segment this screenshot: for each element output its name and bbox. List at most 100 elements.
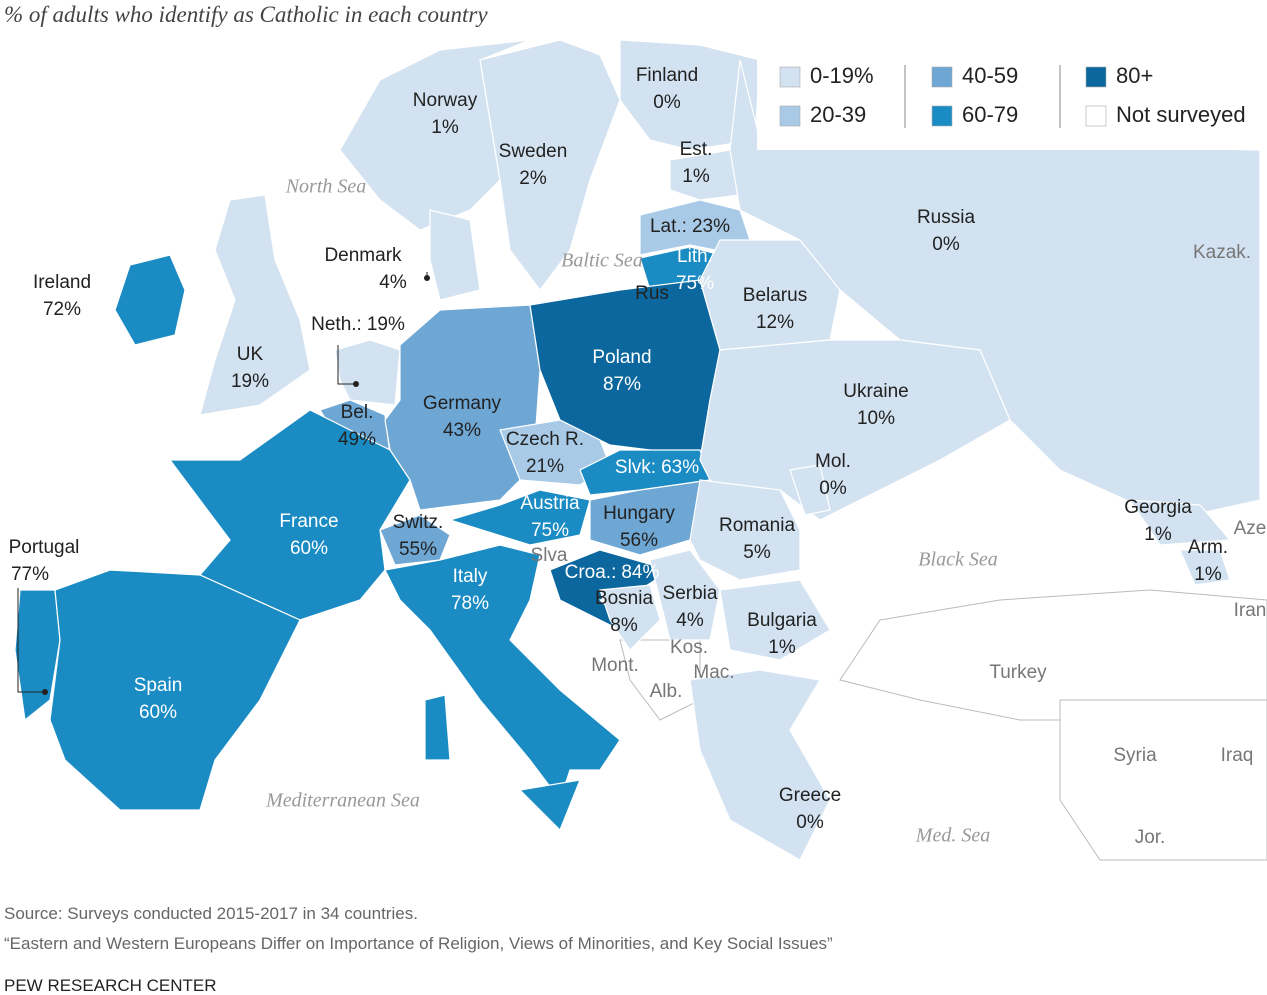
country-value: 87% (603, 374, 641, 395)
country-name: Hungary (603, 503, 675, 524)
country-shape (689, 479, 801, 581)
country-value: 2% (519, 168, 547, 189)
legend-swatch (931, 105, 953, 127)
country-shape (619, 39, 761, 151)
country-name: Denmark (324, 245, 402, 266)
legend-swatch (1085, 105, 1107, 127)
sea-label: Mediterranean Sea (265, 790, 420, 812)
country-value: 23% (692, 216, 730, 237)
country-name: Sweden (499, 141, 568, 162)
country-name: Neth.: (311, 314, 362, 335)
other-label: Rus (635, 283, 669, 304)
leader-dot (424, 275, 430, 281)
country-label: Neth.: 19% (311, 314, 405, 335)
country-name: Russia (917, 207, 976, 228)
legend-label: 60-79 (962, 102, 1018, 127)
country-value: 49% (338, 429, 376, 450)
country-value: 84% (621, 562, 659, 583)
country-value: 10% (857, 408, 895, 429)
sea-label: North Sea (285, 176, 367, 198)
country-name: France (279, 511, 338, 532)
country-value: 43% (443, 420, 481, 441)
country-value: 0% (932, 234, 960, 255)
other-label: Turkey (989, 662, 1047, 683)
country-shape (649, 549, 721, 641)
other-label: Kazak. (1193, 242, 1251, 263)
country-shape (1128, 499, 1232, 546)
country-value: 1% (1194, 564, 1222, 585)
country-value: 8% (610, 615, 638, 636)
country-name: Belarus (743, 285, 807, 306)
country-label: Croa.: 84% (565, 562, 660, 583)
country-value: 0% (819, 478, 847, 499)
country-value: 21% (526, 456, 564, 477)
country-value: 60% (290, 538, 328, 559)
country-value: 78% (451, 593, 489, 614)
leader-dot (42, 689, 48, 695)
country-label: Lat.: 23% (650, 216, 730, 237)
country-shape (518, 779, 581, 832)
country-name: Romania (719, 515, 795, 536)
country-name: Mol. (815, 451, 851, 472)
other-label: Alb. (650, 681, 683, 702)
other-label: Syria (1113, 745, 1157, 766)
country-name: Czech R. (506, 429, 584, 450)
country-name: UK (237, 344, 264, 365)
country-name: Est. (680, 139, 713, 160)
country-name: Bulgaria (747, 610, 817, 631)
source-note: Source: Surveys conducted 2015-2017 in 3… (4, 904, 418, 923)
country-name: Serbia (663, 583, 718, 604)
country-name: Georgia (1124, 497, 1192, 518)
country-value: 1% (1144, 524, 1172, 545)
country-shape (599, 584, 661, 651)
country-name: Switz. (393, 512, 444, 533)
other-label: Jor. (1135, 827, 1166, 848)
country-shape (424, 694, 451, 761)
country-value: 56% (620, 530, 658, 551)
country-shape (1179, 549, 1231, 586)
map-title: % of adults who identify as Catholic in … (4, 2, 488, 27)
country-value: 4% (379, 272, 407, 293)
country-value: 1% (682, 166, 710, 187)
country-value: 0% (796, 812, 824, 833)
country-shape (479, 39, 621, 291)
country-value: 12% (756, 312, 794, 333)
legend-swatch (779, 105, 801, 127)
legend-label: 0-19% (810, 63, 874, 88)
legend-label: 80+ (1116, 63, 1153, 88)
country-name: Norway (413, 90, 478, 111)
country-value: 77% (11, 564, 49, 585)
other-label: Mont. (591, 655, 639, 676)
country-value: 72% (43, 299, 81, 320)
legend-swatch (931, 66, 953, 88)
country-shape (669, 149, 741, 201)
country-name: Bel. (341, 402, 374, 423)
country-value: 19% (367, 314, 405, 335)
country-shape (789, 464, 831, 516)
leader-dot (353, 381, 359, 387)
country-value: 1% (768, 637, 796, 658)
country-value: 1% (431, 117, 459, 138)
country-name: Lat.: (650, 216, 687, 237)
country-shapes (14, 39, 1261, 861)
legend-label: 40-59 (962, 63, 1018, 88)
non-surveyed-land (1059, 699, 1267, 861)
country-value: 19% (231, 371, 269, 392)
country-value: 75% (676, 273, 714, 294)
report-title: “Eastern and Western Europeans Differ on… (4, 934, 833, 953)
country-name: Bosnia (595, 588, 654, 609)
country-shape (689, 669, 831, 861)
other-label: Iraq (1221, 745, 1254, 766)
country-value: 63% (661, 457, 699, 478)
legend-label: 20-39 (810, 102, 866, 127)
country-shape (384, 544, 621, 802)
country-name: Greece (779, 785, 841, 806)
labels: Finland 0% Norway 1% Sweden 2% Est. 1% Lat.: 23%L… (9, 65, 1267, 848)
country-value: 0% (653, 92, 681, 113)
country-name: Finland (636, 65, 698, 86)
sea-label: Med. Sea (915, 825, 990, 847)
country-shape (49, 569, 301, 811)
legend-label: Not surveyed (1116, 102, 1246, 127)
country-name: Croa.: (565, 562, 617, 583)
